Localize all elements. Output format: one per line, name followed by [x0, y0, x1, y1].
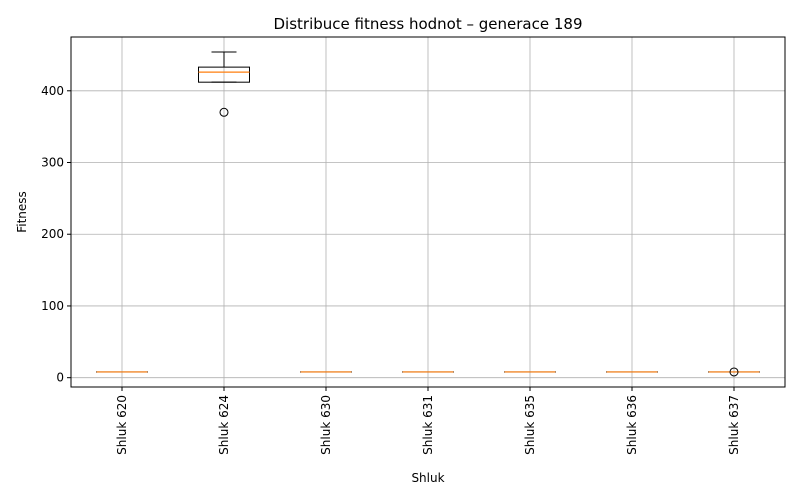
- x-tick-label: Shluk 637: [727, 395, 741, 455]
- chart-title: Distribuce fitness hodnot – generace 189: [273, 15, 582, 33]
- y-tick-label: 300: [41, 156, 64, 170]
- y-tick-label: 400: [41, 84, 64, 98]
- box-body: [198, 66, 250, 83]
- y-axis-label: Fitness: [15, 191, 29, 233]
- grid-layer: [71, 37, 785, 387]
- box-group: [708, 367, 760, 377]
- x-tick-label: Shluk 631: [421, 395, 435, 455]
- x-axis-label: Shluk: [411, 471, 444, 485]
- box-layer: [96, 51, 760, 377]
- x-tick-label: Shluk 635: [523, 395, 537, 455]
- tick-layer: 0 100 200 300 400 Shluk 620 Shluk 624 Shluk 630…: [41, 84, 741, 455]
- x-tick-label: Shluk 636: [625, 395, 639, 455]
- x-tick-label: Shluk 624: [217, 395, 231, 455]
- box-group: [198, 51, 250, 117]
- outlier-point: [729, 367, 739, 377]
- y-tick-label: 200: [41, 227, 64, 241]
- x-tick-label: Shluk 620: [115, 395, 129, 455]
- x-tick-label: Shluk 630: [319, 395, 333, 455]
- y-tick-label: 100: [41, 299, 64, 313]
- y-tick-label: 0: [56, 371, 64, 385]
- outlier-point: [219, 107, 229, 117]
